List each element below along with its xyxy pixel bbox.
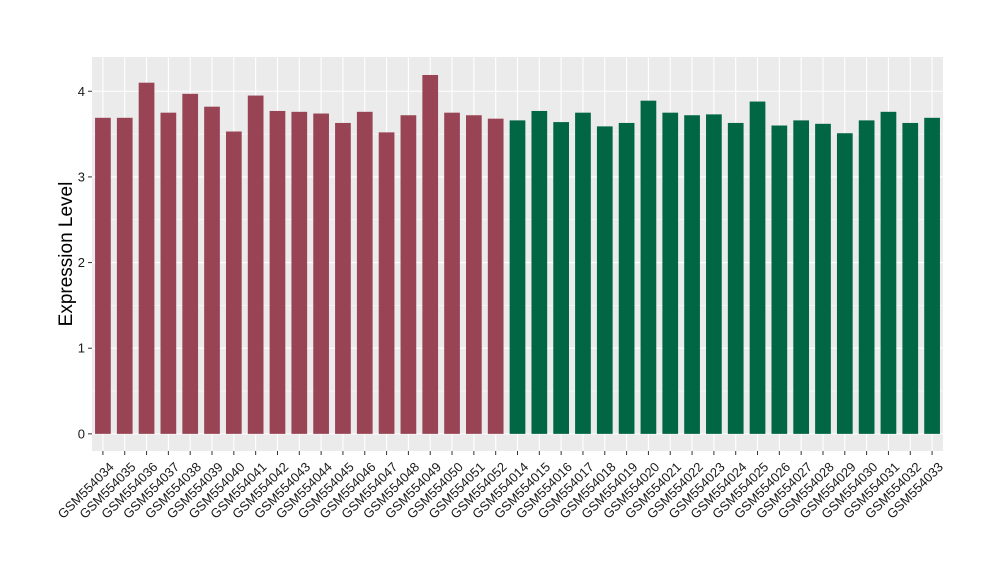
bar (640, 100, 657, 434)
bar (815, 123, 831, 434)
bar (356, 111, 373, 434)
bar (182, 93, 199, 434)
y-tick-label: 4 (78, 84, 85, 99)
bar (706, 114, 722, 434)
bar (444, 112, 460, 434)
bar (662, 112, 679, 434)
y-tick-label: 1 (78, 341, 85, 356)
bar (95, 117, 111, 434)
bar (793, 120, 810, 434)
x-axis: GSM554034GSM554035GSM554036GSM554037GSM5… (55, 451, 946, 522)
bars (95, 74, 940, 434)
bar (422, 74, 439, 434)
bar (335, 122, 351, 434)
bar (553, 122, 569, 434)
bar (749, 101, 766, 434)
bar (378, 132, 395, 434)
bar (618, 122, 635, 434)
bar (596, 126, 613, 434)
y-tick-label: 2 (78, 255, 85, 270)
bar (160, 112, 177, 434)
y-axis: 0 1 2 3 4 (78, 84, 92, 441)
bar (880, 111, 897, 434)
bar (247, 95, 264, 434)
bar (225, 131, 242, 434)
bar (291, 111, 308, 434)
bar (924, 117, 940, 434)
y-tick-label: 3 (78, 169, 85, 184)
bar (138, 82, 155, 434)
bar (771, 125, 788, 434)
bar (575, 112, 591, 434)
y-axis-label: Expression Level (56, 182, 77, 327)
bar (269, 110, 286, 434)
bar (727, 122, 744, 434)
bar (902, 122, 919, 434)
bar (487, 118, 504, 434)
bar (858, 120, 875, 434)
bar (204, 106, 220, 434)
bar (684, 115, 700, 434)
bar (466, 115, 482, 434)
bar (836, 133, 853, 434)
bar (509, 120, 526, 434)
bar (400, 115, 417, 434)
bar (531, 110, 548, 434)
bar (116, 117, 133, 434)
y-tick-label: 0 (78, 426, 85, 441)
bar (313, 113, 329, 434)
